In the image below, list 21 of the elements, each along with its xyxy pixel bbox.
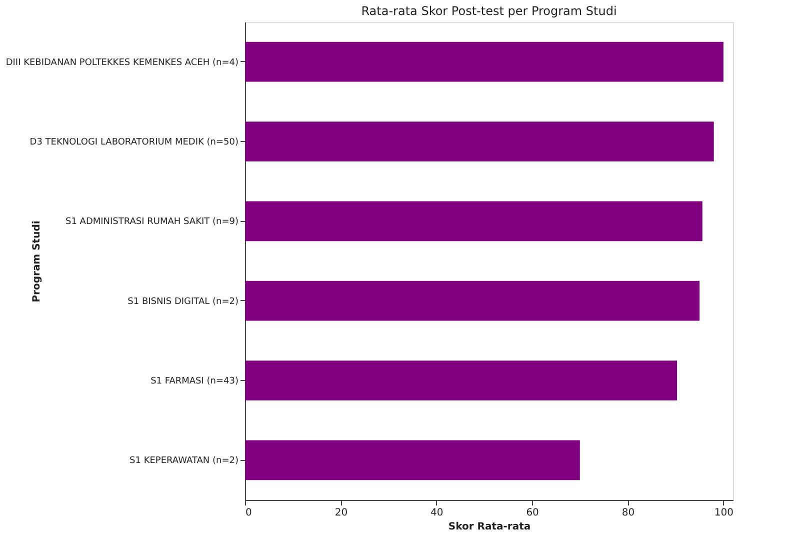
x-tick-label: 0	[246, 508, 252, 518]
x-tick-label: 40	[430, 508, 444, 518]
bar	[245, 122, 714, 162]
x-tick-label: 60	[526, 508, 539, 518]
y-tick-label: S1 ADMINISTRASI RUMAH SAKIT (n=9)	[65, 217, 238, 228]
chart-title: Rata-rata Skor Post-test per Program Studi	[361, 4, 617, 18]
y-tick-label: S1 BISNIS DIGITAL (n=2)	[128, 296, 238, 307]
bar	[245, 360, 678, 400]
y-tick-label: S1 KEPERAWATAN (n=2)	[130, 456, 238, 466]
y-axis-title: Program Studi	[32, 220, 42, 302]
bar	[245, 440, 580, 480]
bar	[245, 280, 700, 321]
x-tick-label: 100	[714, 508, 734, 518]
y-tick-label: D3 TEKNOLOGI LABORATORIUM MEDIK (n=50)	[30, 138, 238, 148]
x-axis-title: Skor Rata-rata	[448, 522, 531, 532]
bar	[245, 201, 702, 242]
x-tick-label: 20	[334, 508, 348, 518]
bar	[245, 42, 724, 82]
y-tick-label: DIII KEBIDANAN POLTEKKES KEMENKES ACEH (n=4)	[6, 58, 238, 68]
x-tick-label: 80	[622, 508, 635, 518]
y-tick-label: S1 FARMASI (n=43)	[150, 376, 238, 386]
